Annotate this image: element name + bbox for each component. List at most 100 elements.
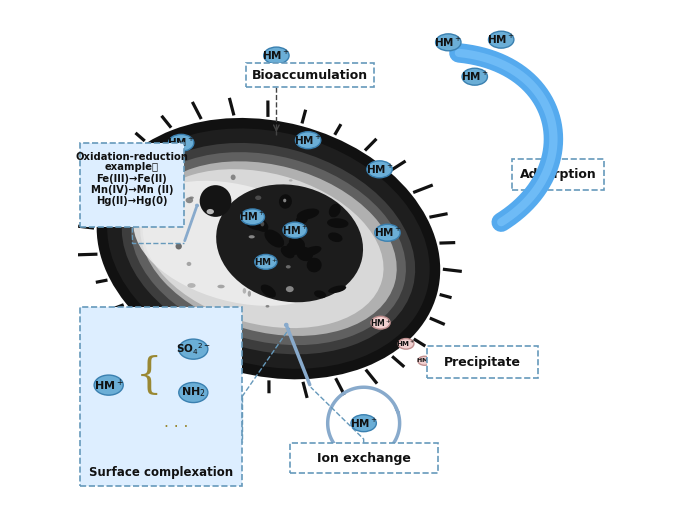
FancyArrow shape [161, 345, 173, 358]
Text: HM$^+$: HM$^+$ [434, 36, 462, 49]
Ellipse shape [307, 258, 322, 272]
Ellipse shape [107, 129, 429, 369]
Ellipse shape [286, 286, 294, 292]
Ellipse shape [186, 197, 193, 203]
Ellipse shape [328, 286, 346, 293]
Ellipse shape [283, 199, 286, 202]
Ellipse shape [199, 185, 232, 217]
Ellipse shape [314, 290, 326, 298]
FancyArrow shape [429, 316, 445, 326]
Ellipse shape [289, 179, 292, 181]
Ellipse shape [436, 34, 461, 51]
FancyArrow shape [95, 278, 108, 284]
Text: HM$^+$: HM$^+$ [461, 70, 488, 83]
Text: Adsorption: Adsorption [520, 168, 597, 181]
Text: Mn(IV)→Mn (II): Mn(IV)→Mn (II) [90, 185, 173, 195]
Ellipse shape [264, 266, 266, 269]
Text: Bioaccumulation: Bioaccumulation [252, 69, 369, 81]
Text: HM$^+$: HM$^+$ [282, 224, 308, 236]
Text: HM$^+$: HM$^+$ [366, 163, 393, 176]
FancyArrow shape [391, 355, 406, 368]
Text: HM$^+$: HM$^+$ [240, 211, 266, 223]
FancyArrow shape [364, 369, 378, 385]
FancyArrow shape [412, 184, 434, 194]
Ellipse shape [256, 220, 269, 232]
Ellipse shape [418, 357, 431, 365]
Ellipse shape [197, 309, 204, 313]
FancyArrow shape [228, 97, 236, 116]
Ellipse shape [169, 134, 194, 151]
Text: HM$^+$: HM$^+$ [416, 357, 434, 365]
FancyArrow shape [191, 101, 203, 120]
FancyArrow shape [429, 212, 448, 219]
Ellipse shape [122, 143, 415, 354]
Ellipse shape [283, 222, 307, 238]
Text: Fe(III)→Fe(II): Fe(III)→Fe(II) [97, 174, 167, 184]
FancyArrow shape [439, 241, 456, 245]
Ellipse shape [289, 237, 305, 251]
Ellipse shape [203, 191, 206, 197]
Ellipse shape [248, 291, 251, 297]
Text: HM$^+$: HM$^+$ [94, 378, 123, 393]
Ellipse shape [249, 235, 255, 239]
Ellipse shape [286, 265, 290, 269]
Ellipse shape [246, 222, 264, 231]
Ellipse shape [175, 243, 182, 250]
FancyArrow shape [110, 149, 124, 160]
Ellipse shape [281, 246, 295, 258]
FancyArrow shape [334, 123, 342, 135]
Ellipse shape [398, 339, 414, 349]
Ellipse shape [217, 285, 225, 288]
Text: HM$^+$: HM$^+$ [167, 136, 195, 149]
Ellipse shape [351, 415, 376, 432]
FancyArrow shape [77, 252, 97, 257]
Text: Surface complexation: Surface complexation [89, 466, 233, 479]
Ellipse shape [286, 241, 303, 255]
Text: HM$^+$: HM$^+$ [487, 33, 515, 46]
Ellipse shape [186, 262, 191, 266]
FancyBboxPatch shape [512, 159, 604, 190]
FancyArrow shape [390, 160, 406, 171]
Text: Oxidation-reduction: Oxidation-reduction [75, 152, 188, 162]
Text: HM$^+$: HM$^+$ [253, 256, 278, 268]
FancyArrow shape [439, 293, 452, 299]
FancyBboxPatch shape [427, 346, 538, 378]
Text: Hg(II)→Hg(0): Hg(II)→Hg(0) [96, 196, 168, 206]
Text: HM$^+$: HM$^+$ [294, 134, 322, 147]
Ellipse shape [134, 181, 340, 306]
Ellipse shape [375, 224, 400, 241]
Ellipse shape [329, 204, 340, 217]
FancyArrow shape [301, 110, 307, 124]
FancyArrow shape [443, 268, 462, 273]
Ellipse shape [297, 208, 319, 220]
Text: HM$^+$: HM$^+$ [396, 339, 416, 349]
FancyArrow shape [78, 225, 95, 230]
Ellipse shape [301, 246, 321, 257]
Ellipse shape [264, 47, 289, 64]
Ellipse shape [179, 382, 208, 403]
Text: HM$^+$: HM$^+$ [373, 226, 401, 239]
Text: example：: example： [105, 162, 159, 172]
Ellipse shape [462, 68, 488, 85]
Text: · · ·: · · · [164, 420, 188, 435]
Ellipse shape [327, 218, 349, 228]
FancyArrow shape [266, 101, 269, 117]
Text: {: { [136, 354, 162, 397]
Ellipse shape [153, 206, 178, 223]
FancyArrow shape [228, 373, 236, 394]
FancyArrow shape [88, 170, 108, 181]
Ellipse shape [255, 196, 262, 200]
FancyArrow shape [107, 303, 124, 313]
Ellipse shape [189, 196, 194, 199]
Text: HM$^+$: HM$^+$ [370, 317, 391, 329]
FancyArrow shape [192, 362, 203, 378]
Text: Ion exchange: Ion exchange [316, 452, 410, 464]
FancyArrow shape [134, 132, 146, 142]
Ellipse shape [255, 254, 277, 269]
Ellipse shape [216, 185, 363, 302]
Ellipse shape [266, 305, 269, 307]
FancyBboxPatch shape [79, 143, 184, 227]
FancyArrow shape [127, 326, 147, 340]
Ellipse shape [297, 247, 313, 261]
Text: NH$_2$: NH$_2$ [181, 386, 206, 399]
